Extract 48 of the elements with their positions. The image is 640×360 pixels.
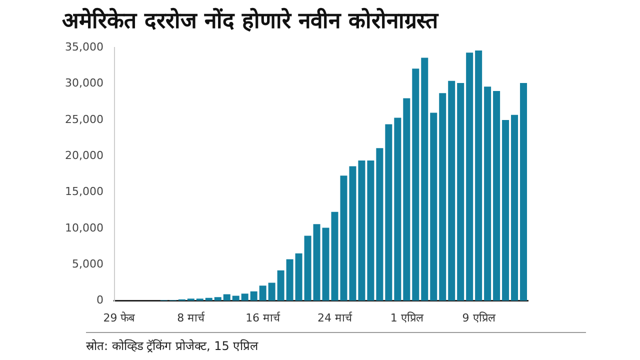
- bar: [484, 86, 492, 301]
- bar: [412, 68, 420, 301]
- x-tick-label: 29 फेब: [103, 311, 136, 324]
- bar: [385, 124, 392, 301]
- bar: [268, 282, 276, 301]
- bar: [367, 160, 374, 301]
- y-tick-label: 0: [96, 294, 104, 307]
- y-tick-label: 15,000: [64, 185, 104, 198]
- y-tick-label: 25,000: [64, 112, 104, 126]
- bar: [376, 148, 384, 301]
- bar: [214, 297, 222, 301]
- bar: [232, 296, 240, 301]
- y-tick-label: 35,000: [64, 40, 104, 54]
- bar: [259, 286, 266, 301]
- bar: [340, 176, 348, 301]
- bar: [511, 114, 518, 301]
- bar: [448, 80, 456, 301]
- bar: [520, 83, 528, 301]
- bar: [394, 118, 402, 301]
- bar: [493, 91, 500, 301]
- text: स्रोत: कोव्हिड ट्रॅकिंग प्रोजेक्ट, 15 एप्रिल: [86, 338, 260, 354]
- y-tick-label: 20,000: [64, 148, 104, 162]
- bar: [250, 291, 258, 301]
- bar: [223, 294, 230, 301]
- y-tick-label: 30,000: [64, 76, 104, 90]
- y-tick-label: 5,000: [72, 257, 104, 270]
- x-tick-label: 9 एप्रिल: [462, 311, 496, 324]
- x-tick-label: 1 एप्रिल: [390, 311, 424, 324]
- bar: [277, 270, 284, 301]
- bar: [349, 166, 356, 301]
- bar: [241, 294, 248, 301]
- x-tick-label: 24 मार्च: [317, 311, 353, 324]
- bar: [331, 212, 338, 301]
- bar: [295, 253, 302, 301]
- bar: [466, 52, 474, 301]
- bar: [502, 120, 510, 301]
- bar: [286, 259, 294, 301]
- bar: [421, 58, 428, 301]
- x-tick-label: 16 मार्च: [246, 311, 282, 324]
- bar: [403, 98, 410, 301]
- bar: [358, 160, 366, 301]
- bar: [457, 83, 464, 301]
- x-tick-label: 8 मार्च: [177, 311, 206, 324]
- bar: [439, 93, 446, 301]
- y-tick-label: 10,000: [64, 221, 104, 234]
- chart-title: अमेरिकेत दररोज नोंद होणारे नवीन कोरोनाग्रस्त: [62, 6, 438, 34]
- bar: [475, 50, 482, 301]
- bar: [430, 112, 438, 301]
